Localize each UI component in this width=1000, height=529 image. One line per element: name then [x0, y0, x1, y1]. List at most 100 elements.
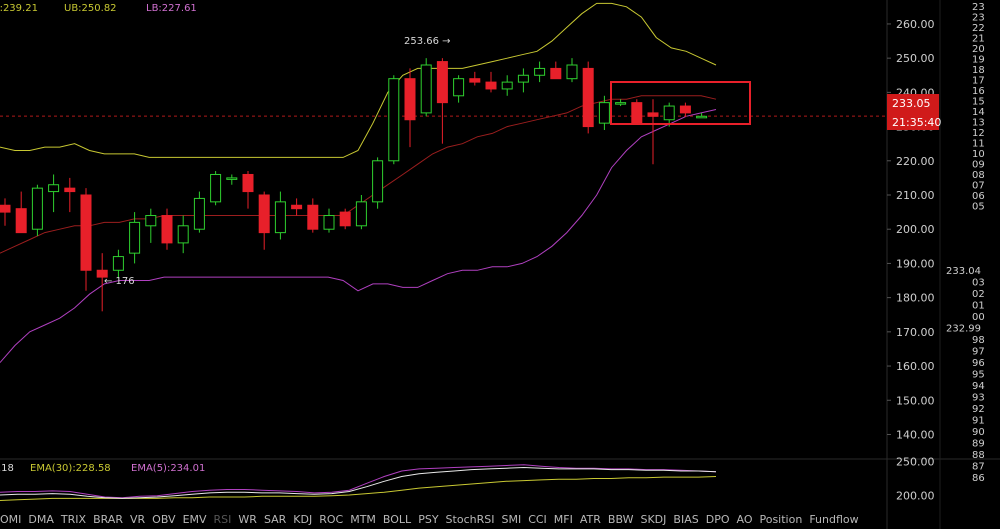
candle-body[interactable]	[31, 187, 43, 230]
toolbar-item-roc[interactable]: ROC	[319, 512, 344, 526]
toolbar-item-trix[interactable]: TRIX	[60, 512, 87, 526]
candle-body[interactable]	[64, 187, 76, 193]
candle-body[interactable]	[501, 81, 513, 90]
candle-body[interactable]	[80, 194, 92, 271]
main-price-chart[interactable]	[0, 2, 887, 363]
price-axis: 260.00250.00240.00230.00220.00210.00200.…	[887, 18, 935, 503]
right-col1-value: 19	[972, 55, 985, 66]
candle-body[interactable]	[193, 197, 205, 230]
candle-body[interactable]	[145, 215, 157, 227]
toolbar-item-ao[interactable]: AO	[736, 512, 753, 526]
candle-body[interactable]	[112, 256, 124, 271]
price-tag-price: 233.05	[892, 97, 931, 110]
ema5-label: EMA(5):234.01	[131, 463, 205, 474]
candle-body[interactable]	[323, 215, 335, 230]
candle-body[interactable]	[517, 74, 529, 83]
candle-body[interactable]	[96, 269, 108, 278]
toolbar-item-atr[interactable]: ATR	[579, 512, 601, 526]
toolbar-item-wr[interactable]: WR	[238, 512, 257, 526]
candle-body[interactable]	[598, 102, 610, 124]
candle-body[interactable]	[469, 78, 481, 83]
candle-body[interactable]	[696, 115, 708, 119]
candle-body[interactable]	[177, 225, 189, 244]
toolbar-item-emv[interactable]: EMV	[182, 512, 207, 526]
toolbar-item-bbw[interactable]: BBW	[607, 512, 634, 526]
candle-body[interactable]	[339, 211, 351, 227]
candle-body[interactable]	[291, 204, 303, 210]
candle-body[interactable]	[355, 201, 367, 227]
candle-body[interactable]	[404, 78, 416, 121]
candle-body[interactable]	[615, 102, 627, 105]
candle-body[interactable]	[582, 67, 594, 128]
toolbar-item-rsi[interactable]: RSI	[213, 512, 232, 526]
candle-body[interactable]	[161, 215, 173, 244]
toolbar-item-stochrsi[interactable]: StochRSI	[445, 512, 495, 526]
candle-body[interactable]	[274, 201, 286, 234]
candle-body[interactable]	[566, 64, 578, 80]
candle-body[interactable]	[307, 204, 319, 230]
right-col1-value: 10	[972, 149, 985, 160]
right-col2-value: 01	[972, 301, 985, 312]
right-col1-value: 05	[972, 202, 985, 213]
toolbar-item-mtm[interactable]: MTM	[350, 512, 376, 526]
selection-box[interactable]	[610, 81, 751, 125]
y-tick-label: 140.00	[896, 428, 935, 441]
toolbar-item-cci[interactable]: CCI	[528, 512, 547, 526]
candle-body[interactable]	[242, 173, 254, 193]
toolbar-item-bias[interactable]: BIAS	[673, 512, 699, 526]
candle-body[interactable]	[436, 61, 448, 104]
low-annotation: ← 176	[104, 276, 135, 287]
toolbar-item-dma[interactable]: DMA	[28, 512, 54, 526]
indicator-subchart[interactable]	[0, 464, 717, 501]
candle-body[interactable]	[129, 221, 141, 254]
candle-body[interactable]	[453, 78, 465, 97]
candle-body[interactable]	[679, 105, 691, 114]
candle-body[interactable]	[550, 67, 562, 80]
toolbar-item-kdj[interactable]: KDJ	[293, 512, 313, 526]
right-col1-value: 06	[972, 191, 985, 202]
right-col2-value: 93	[972, 393, 985, 404]
candle-body[interactable]	[258, 194, 270, 234]
candle-body[interactable]	[388, 78, 400, 162]
toolbar-item-skdj[interactable]: SKDJ	[640, 512, 667, 526]
y-tick-label: 180.00	[896, 292, 935, 305]
candle-body[interactable]	[0, 204, 11, 213]
y-tick-label: 260.00	[896, 18, 935, 31]
candle-body[interactable]	[631, 102, 643, 124]
right-col2-value: 88	[972, 450, 985, 461]
toolbar-item-boll[interactable]: BOLL	[382, 512, 412, 526]
right-col1-value: 23	[972, 2, 985, 13]
toolbar-item-mfi[interactable]: MFI	[553, 512, 573, 526]
toolbar-item-obv[interactable]: OBV	[152, 512, 176, 526]
toolbar-item-fundflow[interactable]: Fundflow	[809, 512, 859, 526]
candle-body[interactable]	[420, 64, 432, 114]
candle-body[interactable]	[48, 184, 60, 193]
right-col2-value: 232.99	[946, 324, 981, 335]
right-col2-value: 86	[972, 473, 985, 484]
ema30-label: EMA(30):228.58	[30, 463, 111, 474]
toolbar-item-brar[interactable]: BRAR	[93, 512, 123, 526]
y-tick-label: 160.00	[896, 360, 935, 373]
sub-y-tick-label: 250.00	[896, 455, 935, 468]
candle-body[interactable]	[372, 160, 384, 203]
candle-body[interactable]	[534, 67, 546, 76]
toolbar-item-vr[interactable]: VR	[129, 512, 146, 526]
toolbar-item-psy[interactable]: PSY	[418, 512, 439, 526]
candle-body[interactable]	[647, 112, 659, 117]
right-col1-value: 07	[972, 181, 985, 192]
candle-body[interactable]	[485, 81, 497, 90]
toolbar-item-omi[interactable]: OMI	[0, 512, 22, 526]
candle-body[interactable]	[226, 177, 238, 180]
toolbar-item-dpo[interactable]: DPO	[705, 512, 730, 526]
price-tag-time: 21:35:40	[892, 116, 941, 129]
right-col1-value: 09	[972, 160, 985, 171]
toolbar-item-position[interactable]: Position	[759, 512, 803, 526]
candle-body[interactable]	[210, 173, 222, 203]
y-tick-label: 170.00	[896, 326, 935, 339]
right-col1-value: 22	[972, 23, 985, 34]
candle-body[interactable]	[663, 105, 675, 121]
toolbar-item-smi[interactable]: SMI	[501, 512, 522, 526]
candle-body[interactable]	[15, 208, 27, 234]
toolbar-item-sar[interactable]: SAR	[263, 512, 287, 526]
